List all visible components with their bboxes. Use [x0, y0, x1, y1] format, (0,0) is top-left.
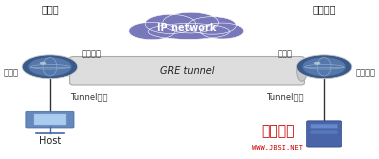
Ellipse shape	[129, 22, 175, 40]
FancyBboxPatch shape	[34, 114, 66, 125]
Text: 目的端口: 目的端口	[356, 69, 376, 78]
Circle shape	[302, 57, 346, 76]
Ellipse shape	[148, 24, 230, 39]
Text: 目的端口: 目的端口	[81, 50, 102, 59]
Text: Host: Host	[39, 136, 61, 146]
Ellipse shape	[201, 23, 244, 39]
FancyBboxPatch shape	[311, 124, 337, 128]
Text: Tunnel接口: Tunnel接口	[70, 93, 108, 102]
Text: Tunnel接口: Tunnel接口	[266, 93, 304, 102]
Text: WWW.JBSI.NET: WWW.JBSI.NET	[252, 145, 303, 151]
Ellipse shape	[145, 14, 196, 33]
FancyBboxPatch shape	[311, 131, 337, 134]
Text: 源端口: 源端口	[3, 69, 19, 78]
Circle shape	[28, 57, 72, 76]
Text: 目的设备: 目的设备	[312, 4, 336, 14]
Ellipse shape	[297, 60, 307, 81]
FancyBboxPatch shape	[70, 56, 304, 85]
Circle shape	[296, 55, 352, 79]
FancyBboxPatch shape	[307, 121, 341, 147]
Ellipse shape	[163, 12, 218, 33]
Ellipse shape	[188, 17, 236, 34]
Circle shape	[314, 62, 321, 65]
Text: 脚本之家: 脚本之家	[261, 124, 294, 138]
Text: 源端口: 源端口	[277, 50, 293, 59]
Text: GRE tunnel: GRE tunnel	[160, 66, 214, 76]
Circle shape	[40, 62, 46, 65]
FancyBboxPatch shape	[26, 111, 74, 128]
Circle shape	[22, 55, 78, 79]
Text: IP network: IP network	[157, 23, 217, 33]
Text: 源设备: 源设备	[41, 4, 59, 14]
